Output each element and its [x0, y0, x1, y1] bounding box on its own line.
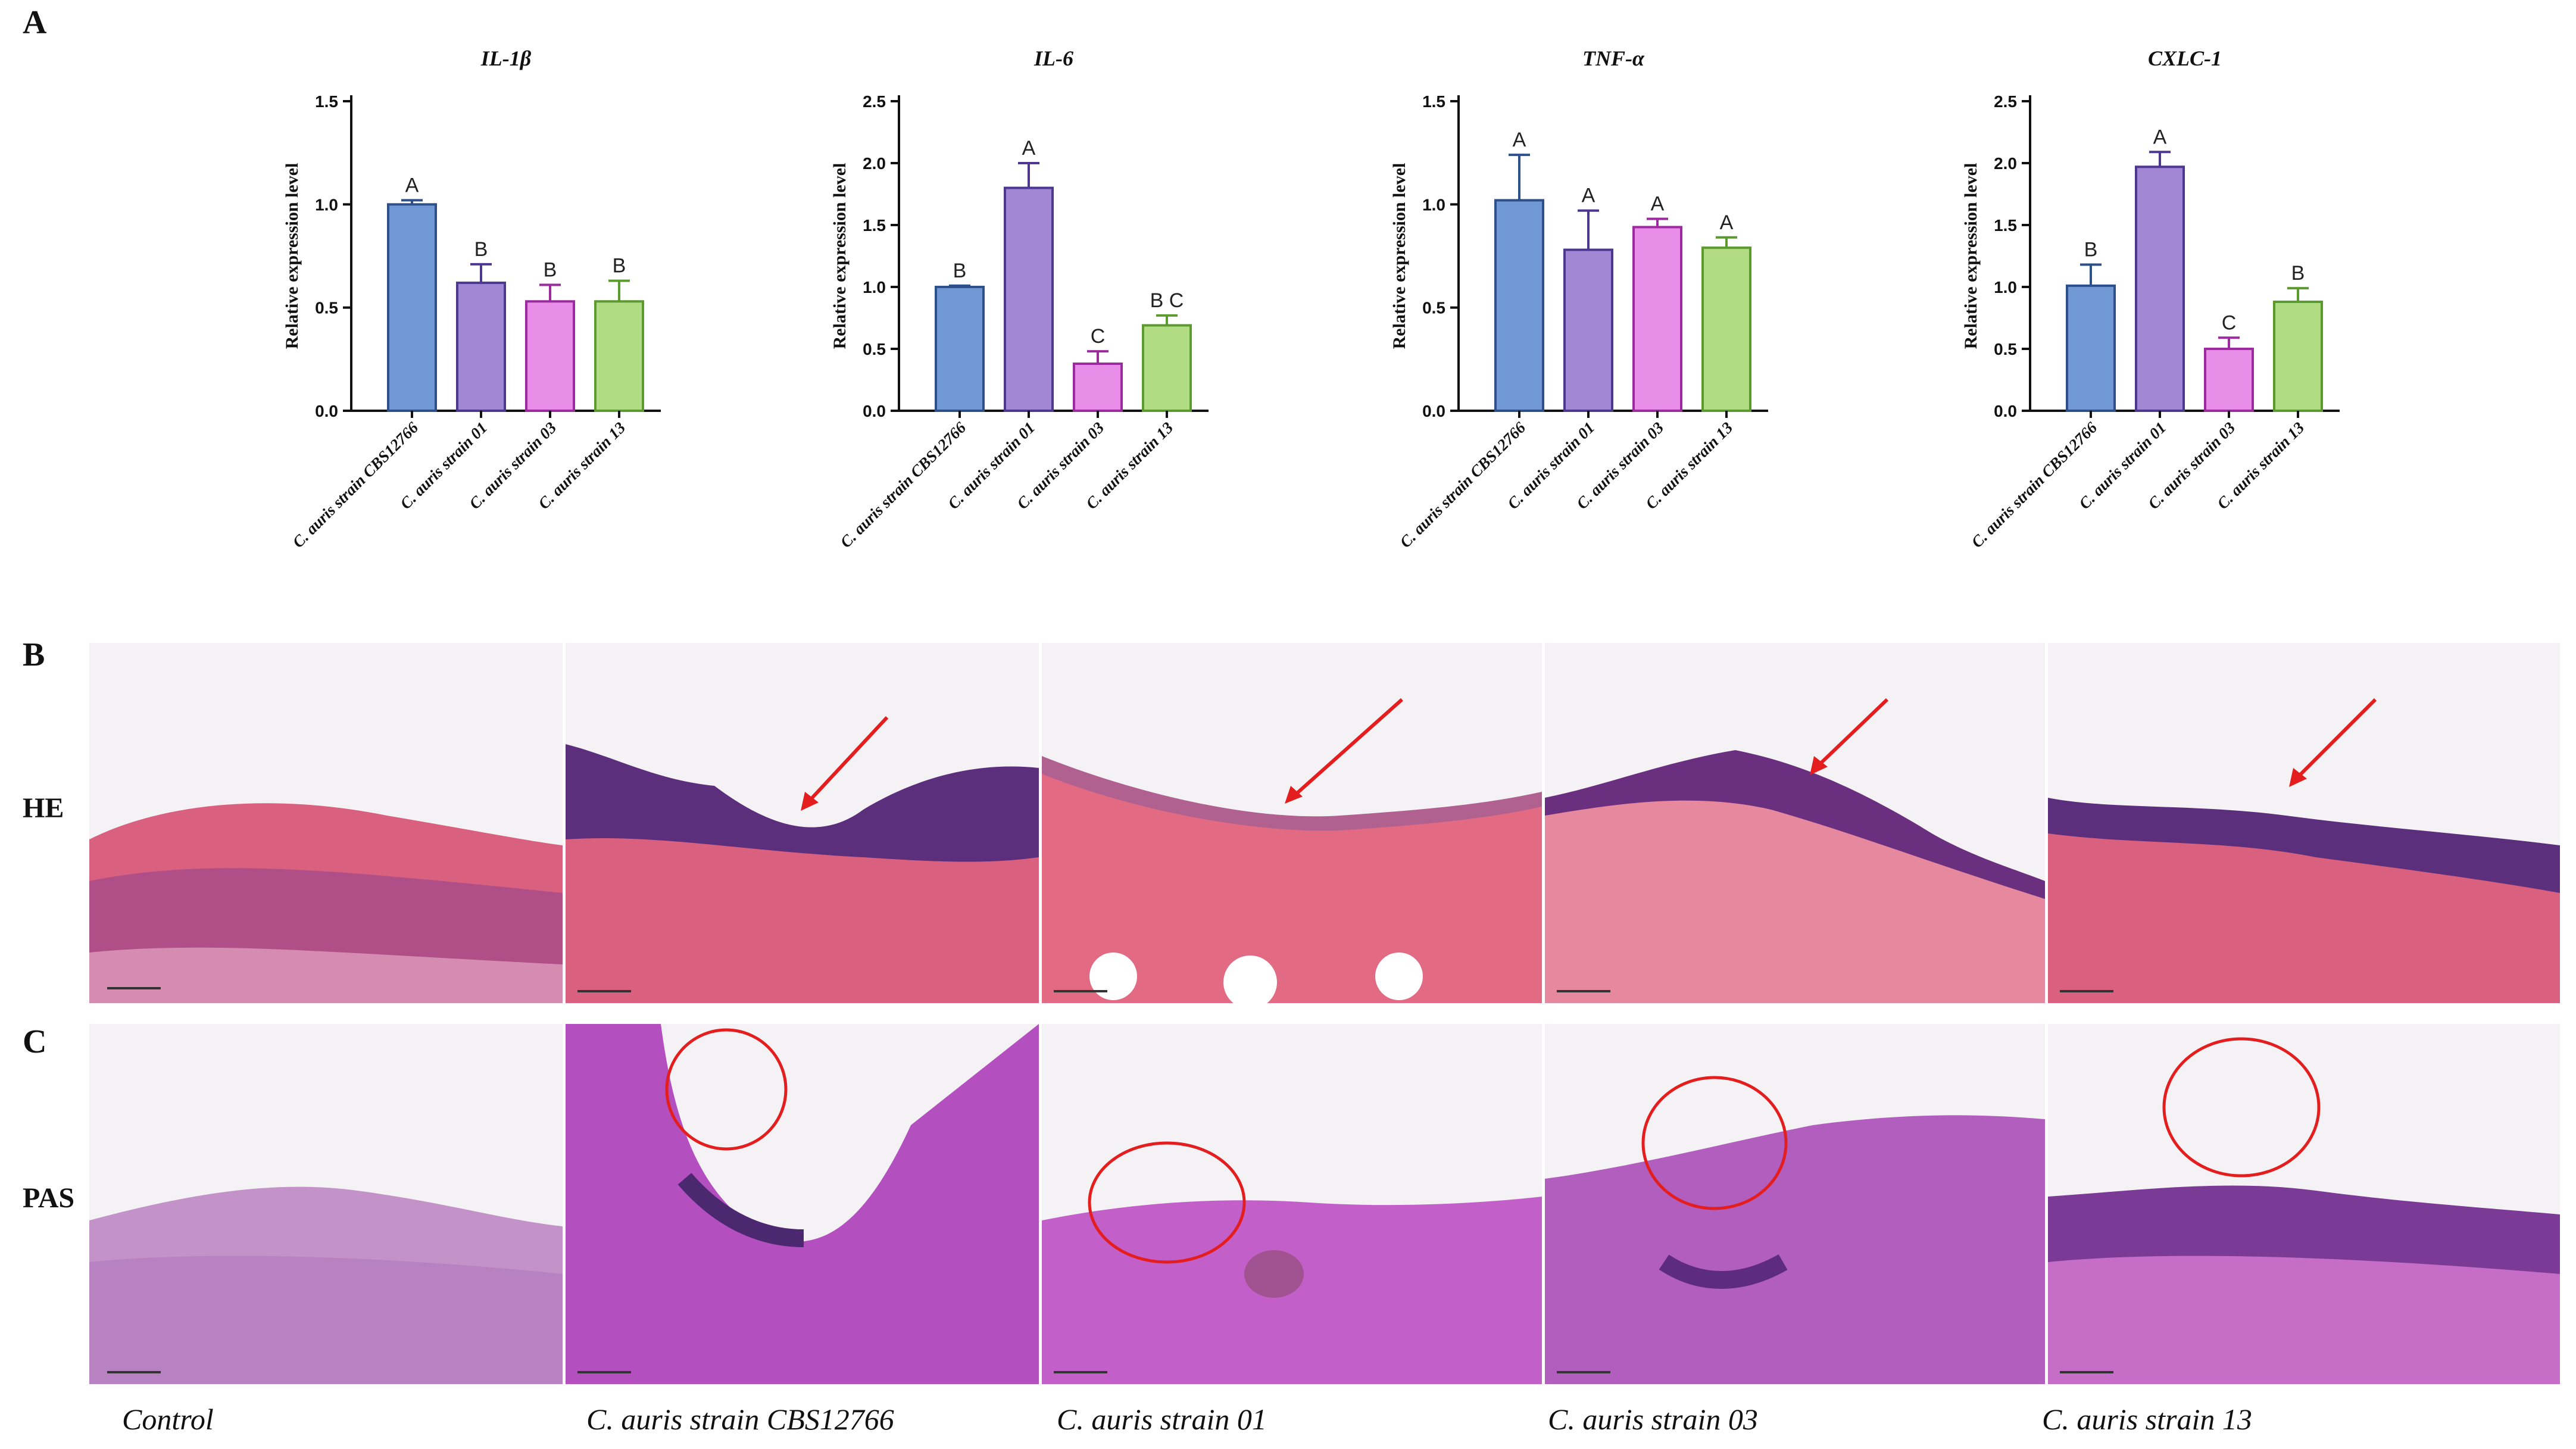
- y-tick-label: 0.5: [315, 299, 338, 317]
- he-cbs12766-image: [566, 643, 1039, 1003]
- significance-label: B C: [1150, 289, 1184, 312]
- category-label: C. auris strain CBS12766: [289, 419, 421, 551]
- significance-label: A: [1651, 193, 1665, 216]
- bar: [2135, 165, 2185, 413]
- y-tick-label: 0.5: [1422, 299, 1445, 317]
- bar: [1563, 248, 1613, 412]
- y-tick-label: 1.5: [1422, 92, 1445, 111]
- he-strain13-image: [2048, 643, 2560, 1003]
- he-strain01-image: [1042, 643, 1542, 1003]
- bar: [2066, 284, 2116, 413]
- panel-letter-c: C: [23, 1023, 47, 1060]
- caption-strain13: C. auris strain 13: [2042, 1403, 2252, 1436]
- significance-label: B: [2291, 262, 2305, 285]
- bar: [456, 282, 506, 413]
- y-tick-label: 0.5: [863, 340, 886, 358]
- significance-label: B: [613, 255, 626, 277]
- y-tick-label: 0.0: [1422, 402, 1445, 420]
- bar: [1494, 199, 1544, 412]
- significance-label: B: [474, 238, 488, 261]
- y-tick-label: 0.0: [863, 402, 886, 420]
- chart-tnfa: TNF-α Relative expression level 0.0 0.5 1.0 1…: [1357, 36, 1953, 601]
- bar: [1701, 246, 1751, 412]
- chart-il1b-svg: IL-1β Relative expression level 0.0 0.5 1.0 1…: [282, 46, 661, 551]
- y-tick-label: 0.0: [315, 402, 338, 420]
- significance-label: A: [1022, 137, 1036, 160]
- y-tick-label: 1.0: [1422, 195, 1445, 214]
- y-axis-label: Relative expression level: [830, 163, 850, 349]
- bar: [2204, 348, 2254, 412]
- y-tick-label: 1.0: [1994, 278, 2017, 296]
- chart-tnfa-svg: TNF-α Relative expression level 0.0 0.5 1.0 1…: [1390, 46, 1768, 551]
- y-tick-label: 1.5: [1994, 216, 2017, 235]
- y-axis-label: Relative expression level: [1961, 163, 1981, 349]
- chart-title: CXLC-1: [2148, 46, 2222, 70]
- y-axis-label: Relative expression level: [1390, 163, 1409, 349]
- y-tick-label: 2.0: [1994, 154, 2017, 173]
- y-tick-label: 1.5: [863, 216, 886, 235]
- significance-label: A: [405, 174, 419, 196]
- y-axis-label: Relative expression level: [282, 163, 302, 349]
- bar: [935, 286, 985, 412]
- significance-label: C: [1091, 325, 1106, 348]
- significance-label: C: [2222, 311, 2237, 334]
- bar: [2273, 300, 2323, 412]
- bar: [387, 203, 437, 412]
- significance-label: A: [1513, 129, 1526, 151]
- y-tick-label: 2.5: [863, 92, 886, 111]
- caption-control: Control: [122, 1403, 214, 1436]
- bar: [1073, 362, 1123, 413]
- chart-cxlc1-svg: CXLC-1 Relative expression level 0.0 0.5 1.0…: [1961, 46, 2340, 551]
- bar: [594, 300, 644, 412]
- chart-title: TNF-α: [1582, 46, 1645, 70]
- significance-label: A: [1720, 211, 1734, 234]
- panel-letter-a: A: [23, 4, 47, 41]
- significance-label: B: [544, 259, 557, 282]
- bar: [1632, 226, 1682, 412]
- chart-title: IL-6: [1033, 46, 1073, 70]
- row-label-pas: PAS: [23, 1182, 75, 1214]
- he-control-image: [89, 643, 563, 1003]
- panel-letter-b: B: [23, 636, 45, 673]
- category-label: C. auris strain CBS12766: [836, 419, 969, 551]
- category-label: C. auris strain CBS12766: [1396, 419, 1529, 551]
- bar: [1142, 324, 1192, 413]
- chart-title: IL-1β: [480, 46, 532, 70]
- pas-strain13-image: [2048, 1024, 2560, 1384]
- significance-label: A: [2153, 126, 2167, 148]
- significance-label: B: [2084, 239, 2098, 261]
- y-tick-label: 1.5: [315, 92, 338, 111]
- significance-label: B: [953, 260, 967, 282]
- pas-strain03-image: [1545, 1024, 2045, 1384]
- caption-strain03: C. auris strain 03: [1548, 1403, 1758, 1436]
- chart-il6-svg: IL-6 Relative expression level 0.0 0.5 1.0 1.…: [830, 46, 1209, 551]
- y-tick-label: 1.0: [863, 278, 886, 296]
- significance-label: A: [1582, 185, 1595, 207]
- chart-il1b: IL-1β Relative expression level 0.0 0.5 1.0 1…: [250, 36, 845, 601]
- y-tick-label: 1.0: [315, 195, 338, 214]
- pas-strain01-image: [1042, 1024, 1542, 1384]
- y-tick-label: 0.0: [1994, 402, 2017, 420]
- y-tick-label: 0.5: [1994, 340, 2017, 358]
- pas-cbs12766-image: [566, 1024, 1039, 1384]
- chart-il6: IL-6 Relative expression level 0.0 0.5 1.0 1.…: [798, 36, 1393, 601]
- caption-strain01: C. auris strain 01: [1057, 1403, 1267, 1436]
- category-label: C. auris strain CBS12766: [1968, 419, 2100, 551]
- bar: [525, 300, 575, 412]
- pas-control-image: [89, 1024, 563, 1384]
- he-strain03-image: [1545, 643, 2045, 1003]
- y-tick-label: 2.0: [863, 154, 886, 173]
- chart-cxlc1: CXLC-1 Relative expression level 0.0 0.5 1.0…: [1929, 36, 2524, 601]
- y-tick-label: 2.5: [1994, 92, 2017, 111]
- caption-cbs12766: C. auris strain CBS12766: [586, 1403, 894, 1436]
- bar: [1004, 186, 1054, 412]
- row-label-he: HE: [23, 792, 64, 824]
